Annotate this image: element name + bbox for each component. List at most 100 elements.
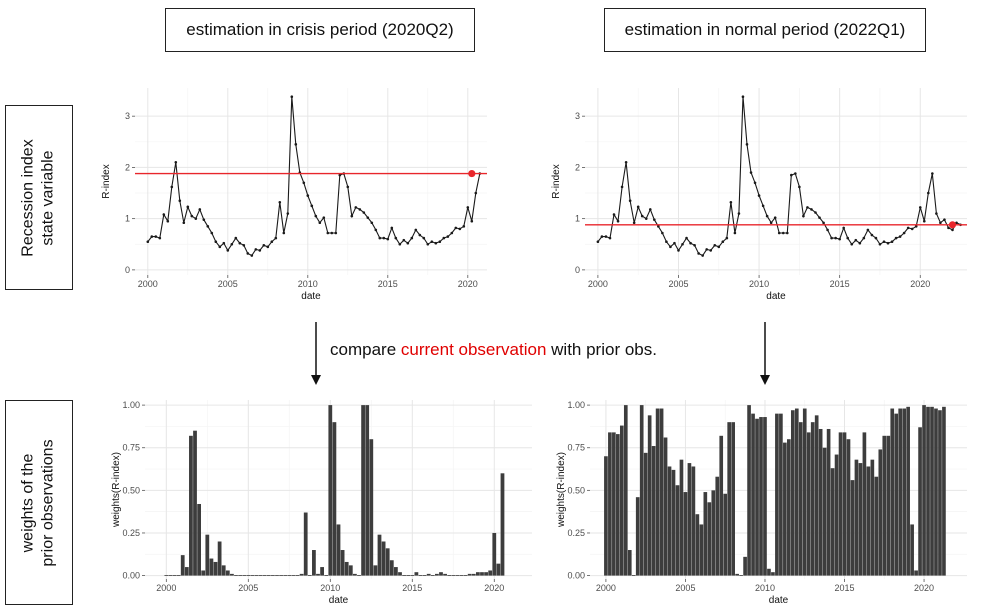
weights-crisis-chart: 2000 2005 2010 2015 2020 0.00 0.25 0.50 0.75 1.00… bbox=[111, 400, 532, 606]
weight-bar bbox=[926, 406, 930, 576]
r-index-point bbox=[258, 249, 262, 252]
weight-bar bbox=[854, 459, 859, 576]
y-tick-label: 0.25 bbox=[567, 528, 585, 538]
weight-bar bbox=[336, 524, 341, 576]
r-index-point bbox=[753, 181, 757, 185]
r-index-point bbox=[158, 236, 162, 240]
y-tick-label: 2 bbox=[125, 162, 130, 172]
y-tick-label: 0.75 bbox=[567, 443, 585, 453]
y-tick-label: 1.00 bbox=[567, 400, 585, 410]
r-index-point bbox=[693, 243, 696, 247]
weight-bar bbox=[616, 434, 620, 576]
weight-bar bbox=[655, 408, 660, 576]
weight-bar bbox=[691, 466, 696, 576]
r-index-point bbox=[685, 236, 688, 240]
r-index-point bbox=[386, 237, 390, 241]
r-index-point bbox=[681, 242, 684, 246]
chart-bottom-left: 2000 2005 2010 2015 2020 0.00 0.25 0.50 0.75 1.00… bbox=[100, 392, 540, 614]
x-tick-label: 2000 bbox=[138, 279, 158, 289]
left-title-box: estimation in crisis period (2020Q2) bbox=[165, 8, 475, 52]
r-index-point bbox=[434, 241, 438, 245]
weight-bar bbox=[623, 405, 628, 576]
weight-bar bbox=[619, 425, 624, 576]
r-index-point bbox=[382, 236, 386, 240]
x-tick-label: 2010 bbox=[749, 279, 769, 289]
weight-bar bbox=[667, 466, 672, 576]
weight-bar bbox=[866, 466, 871, 576]
weight-bar bbox=[492, 532, 497, 576]
weight-bar bbox=[671, 469, 676, 576]
current-observation-point bbox=[468, 169, 476, 178]
r-index-point bbox=[226, 249, 230, 252]
weight-bar bbox=[381, 541, 386, 576]
weight-bar bbox=[217, 541, 222, 576]
r-index-point bbox=[612, 213, 616, 216]
y-tick-label: 0 bbox=[575, 265, 580, 275]
r-index-point bbox=[346, 185, 350, 189]
side-label-bottom-line2: prior observations bbox=[40, 438, 58, 567]
y-axis-title: R-index bbox=[551, 164, 562, 198]
r-index-point bbox=[842, 226, 845, 230]
weight-bar bbox=[794, 408, 799, 576]
weight-bar bbox=[906, 406, 910, 576]
r-index-point bbox=[701, 254, 704, 257]
r-index-point bbox=[910, 227, 914, 231]
weight-bar bbox=[882, 435, 887, 576]
x-tick-label: 2020 bbox=[914, 583, 934, 593]
compare-caption-prefix: compare bbox=[330, 340, 401, 359]
plot-area: 2000 2005 2010 2015 2020 0.00 0.25 0.50 0.75 1.00… bbox=[556, 400, 967, 606]
weight-bar bbox=[731, 422, 735, 576]
r-index-point bbox=[874, 236, 878, 240]
x-tick-label: 2020 bbox=[458, 279, 478, 289]
r-index-point bbox=[697, 252, 700, 255]
weight-bar bbox=[862, 432, 867, 576]
weight-bar bbox=[467, 573, 472, 576]
r-index-point bbox=[278, 200, 282, 204]
r-index-point bbox=[616, 219, 620, 223]
r-index-point bbox=[628, 199, 632, 203]
r-index-point bbox=[810, 208, 813, 211]
r-index-point bbox=[608, 236, 612, 240]
x-tick-label: 2020 bbox=[910, 279, 930, 289]
r-index-point bbox=[430, 240, 434, 243]
r-index-point bbox=[632, 221, 636, 225]
chart-bottom-right: 2000 2005 2010 2015 2020 0.00 0.25 0.50 0.75 1.00… bbox=[545, 392, 975, 614]
x-tick-label: 2015 bbox=[830, 279, 850, 289]
weight-bar bbox=[695, 514, 700, 576]
r-index-point bbox=[826, 228, 829, 232]
weight-bar bbox=[775, 413, 779, 576]
r-index-point bbox=[781, 231, 785, 235]
r-index-point bbox=[644, 217, 648, 220]
weight-bar bbox=[910, 524, 914, 576]
weight-bar bbox=[938, 410, 942, 576]
weight-bar bbox=[834, 454, 839, 576]
weight-bar bbox=[842, 432, 847, 576]
weight-bar bbox=[902, 408, 906, 576]
weight-bar bbox=[471, 573, 476, 576]
weight-bar bbox=[790, 410, 795, 576]
x-tick-label: 2000 bbox=[156, 583, 176, 593]
r-index-point bbox=[162, 213, 166, 216]
x-tick-label: 2015 bbox=[378, 279, 398, 289]
weight-bar bbox=[830, 468, 835, 576]
weight-bar bbox=[443, 573, 447, 576]
weight-bar bbox=[719, 435, 724, 576]
weight-bar bbox=[838, 432, 843, 576]
weight-bar bbox=[918, 427, 922, 576]
weight-bar bbox=[850, 480, 855, 576]
weight-bar bbox=[747, 405, 751, 576]
weight-bar bbox=[651, 446, 656, 576]
y-tick-label: 2 bbox=[575, 162, 580, 172]
weight-bar bbox=[180, 555, 185, 576]
weight-bar bbox=[414, 572, 419, 576]
r-index-point bbox=[914, 225, 918, 228]
weight-bar bbox=[818, 428, 823, 576]
weight-bar bbox=[328, 405, 333, 576]
r-index-point bbox=[190, 214, 194, 218]
plot-area: 2000 2005 2010 2015 2020 0 1 2 3 date R-index bbox=[101, 88, 487, 302]
r-index-point bbox=[338, 173, 342, 177]
r-index-point bbox=[870, 233, 874, 237]
r-index-point bbox=[238, 241, 242, 245]
r-index-point bbox=[604, 235, 608, 238]
r-index-point bbox=[474, 191, 478, 195]
